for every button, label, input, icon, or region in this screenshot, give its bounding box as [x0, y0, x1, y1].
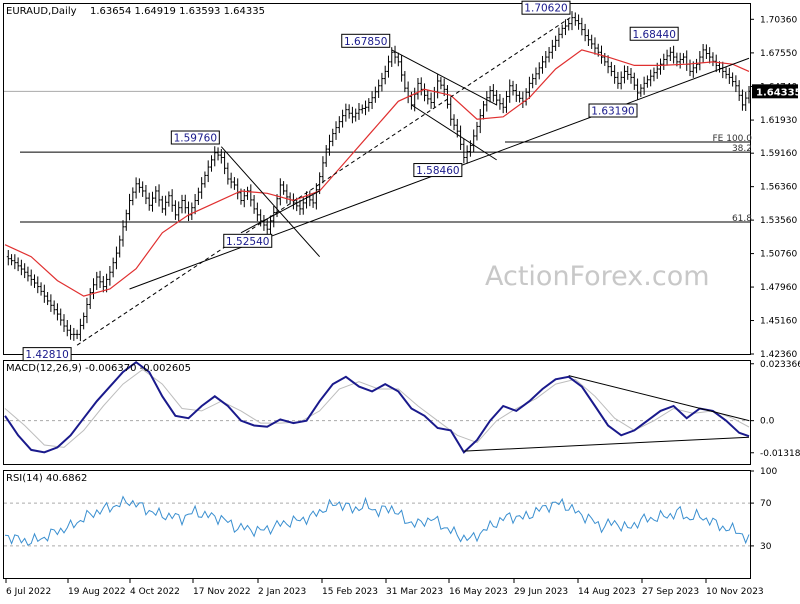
current-price-badge: [752, 84, 798, 99]
macd-main-line: [4, 360, 750, 454]
price-axis-label: 1.45160: [760, 317, 797, 327]
date-axis-label: 15 Feb 2023: [322, 587, 378, 597]
date-axis-label: 10 Nov 2023: [706, 587, 764, 597]
date-axis-label: 6 Jul 2022: [6, 587, 51, 597]
watermark: ActionForex.com: [485, 261, 710, 292]
rsi-panel: [3, 470, 751, 579]
price-annotation-label: 1.59760: [174, 133, 217, 145]
date-axis-label: 14 Aug 2023: [578, 587, 636, 597]
price-annotation-box: [521, 0, 571, 15]
price-annotation-box: [413, 163, 463, 178]
price-annotation-label: 1.67850: [344, 36, 387, 48]
price-series-group: FE 100.038.2 61.8 1.42810 1.59760 1.52540 1.6…: [4, 0, 753, 362]
price-axis-label: 1.42360: [760, 350, 797, 360]
macd-series-group: [4, 360, 750, 454]
price-annotation-label: 1.42810: [25, 349, 68, 361]
price-axis-label: 1.67550: [760, 49, 797, 59]
price-annotation-box: [588, 103, 638, 118]
date-axis-label: 31 Mar 2023: [386, 587, 443, 597]
moving-average-line: [4, 49, 750, 297]
level-label: 38.2: [732, 144, 752, 154]
chart-symbol: EURAUD,Daily: [6, 6, 77, 17]
trendline: [391, 49, 497, 106]
date-axis-label: 17 Nov 2022: [193, 587, 251, 597]
price-axis-label: 1.53560: [760, 216, 797, 226]
price-annotation-label: 1.68440: [632, 29, 675, 41]
date-axis-label: 16 May 2023: [449, 587, 508, 597]
price-annotation-label: 1.63190: [591, 106, 634, 118]
date-axis-label: 29 Jun 2023: [514, 587, 568, 597]
macd-panel: [3, 360, 751, 465]
macd-signal-line: [4, 368, 750, 448]
trendline: [76, 16, 573, 346]
macd-title: MACD(12,26,9) -0.006370 -0.002605: [6, 363, 191, 374]
level-label: 61.8: [732, 214, 752, 224]
price-annotation-box: [629, 26, 679, 41]
rsi-line: [4, 495, 750, 546]
rsi-axis-label: 100: [760, 467, 777, 477]
price-annotation-box: [22, 347, 72, 362]
rsi-axis-label: 70: [760, 499, 772, 509]
price-annotation-box: [341, 33, 391, 48]
rsi-series-group: [4, 495, 750, 547]
current-price-value: 1.64335: [756, 87, 800, 98]
macd-trendline: [568, 375, 750, 422]
price-axis-label: 1.50760: [760, 250, 797, 260]
date-axis-label: 4 Oct 2022: [130, 587, 180, 597]
axis-labels-group: 1.703601.675501.647401.619301.591601.563…: [5, 15, 800, 597]
macd-axis-label: 0.0: [760, 417, 775, 427]
date-axis-label: 2 Jan 2023: [258, 587, 306, 597]
price-annotation-box: [223, 233, 273, 248]
date-axis-label: 27 Sep 2023: [642, 587, 699, 597]
price-axis-label: 1.47960: [760, 283, 797, 293]
rsi-title: RSI(14) 40.6862: [6, 473, 87, 484]
macd-axis-label: -0.013186: [760, 449, 800, 459]
price-annotation-label: 1.70620: [524, 3, 567, 15]
chart-ohlc: 1.63654 1.64919 1.63593 1.64335: [90, 6, 265, 17]
level-label: FE 100.0: [713, 134, 753, 144]
price-annotation-label: 1.58460: [416, 165, 459, 177]
price-panel: [3, 3, 751, 355]
date-axis-label: 19 Aug 2022: [68, 587, 126, 597]
trendline: [240, 190, 320, 234]
trendline: [411, 104, 497, 161]
price-annotation-label: 1.52540: [226, 236, 269, 248]
price-axis-label: 1.70360: [760, 15, 797, 25]
trendline: [220, 146, 321, 258]
price-axis-label: 1.56360: [760, 183, 797, 193]
rsi-axis-label: 30: [760, 542, 772, 552]
price-axis-label: 1.61930: [760, 116, 797, 126]
price-axis-label: 1.59160: [760, 149, 797, 159]
macd-axis-label: 0.023366: [760, 360, 800, 370]
price-annotation-box: [170, 130, 220, 145]
macd-trendline: [463, 436, 750, 452]
